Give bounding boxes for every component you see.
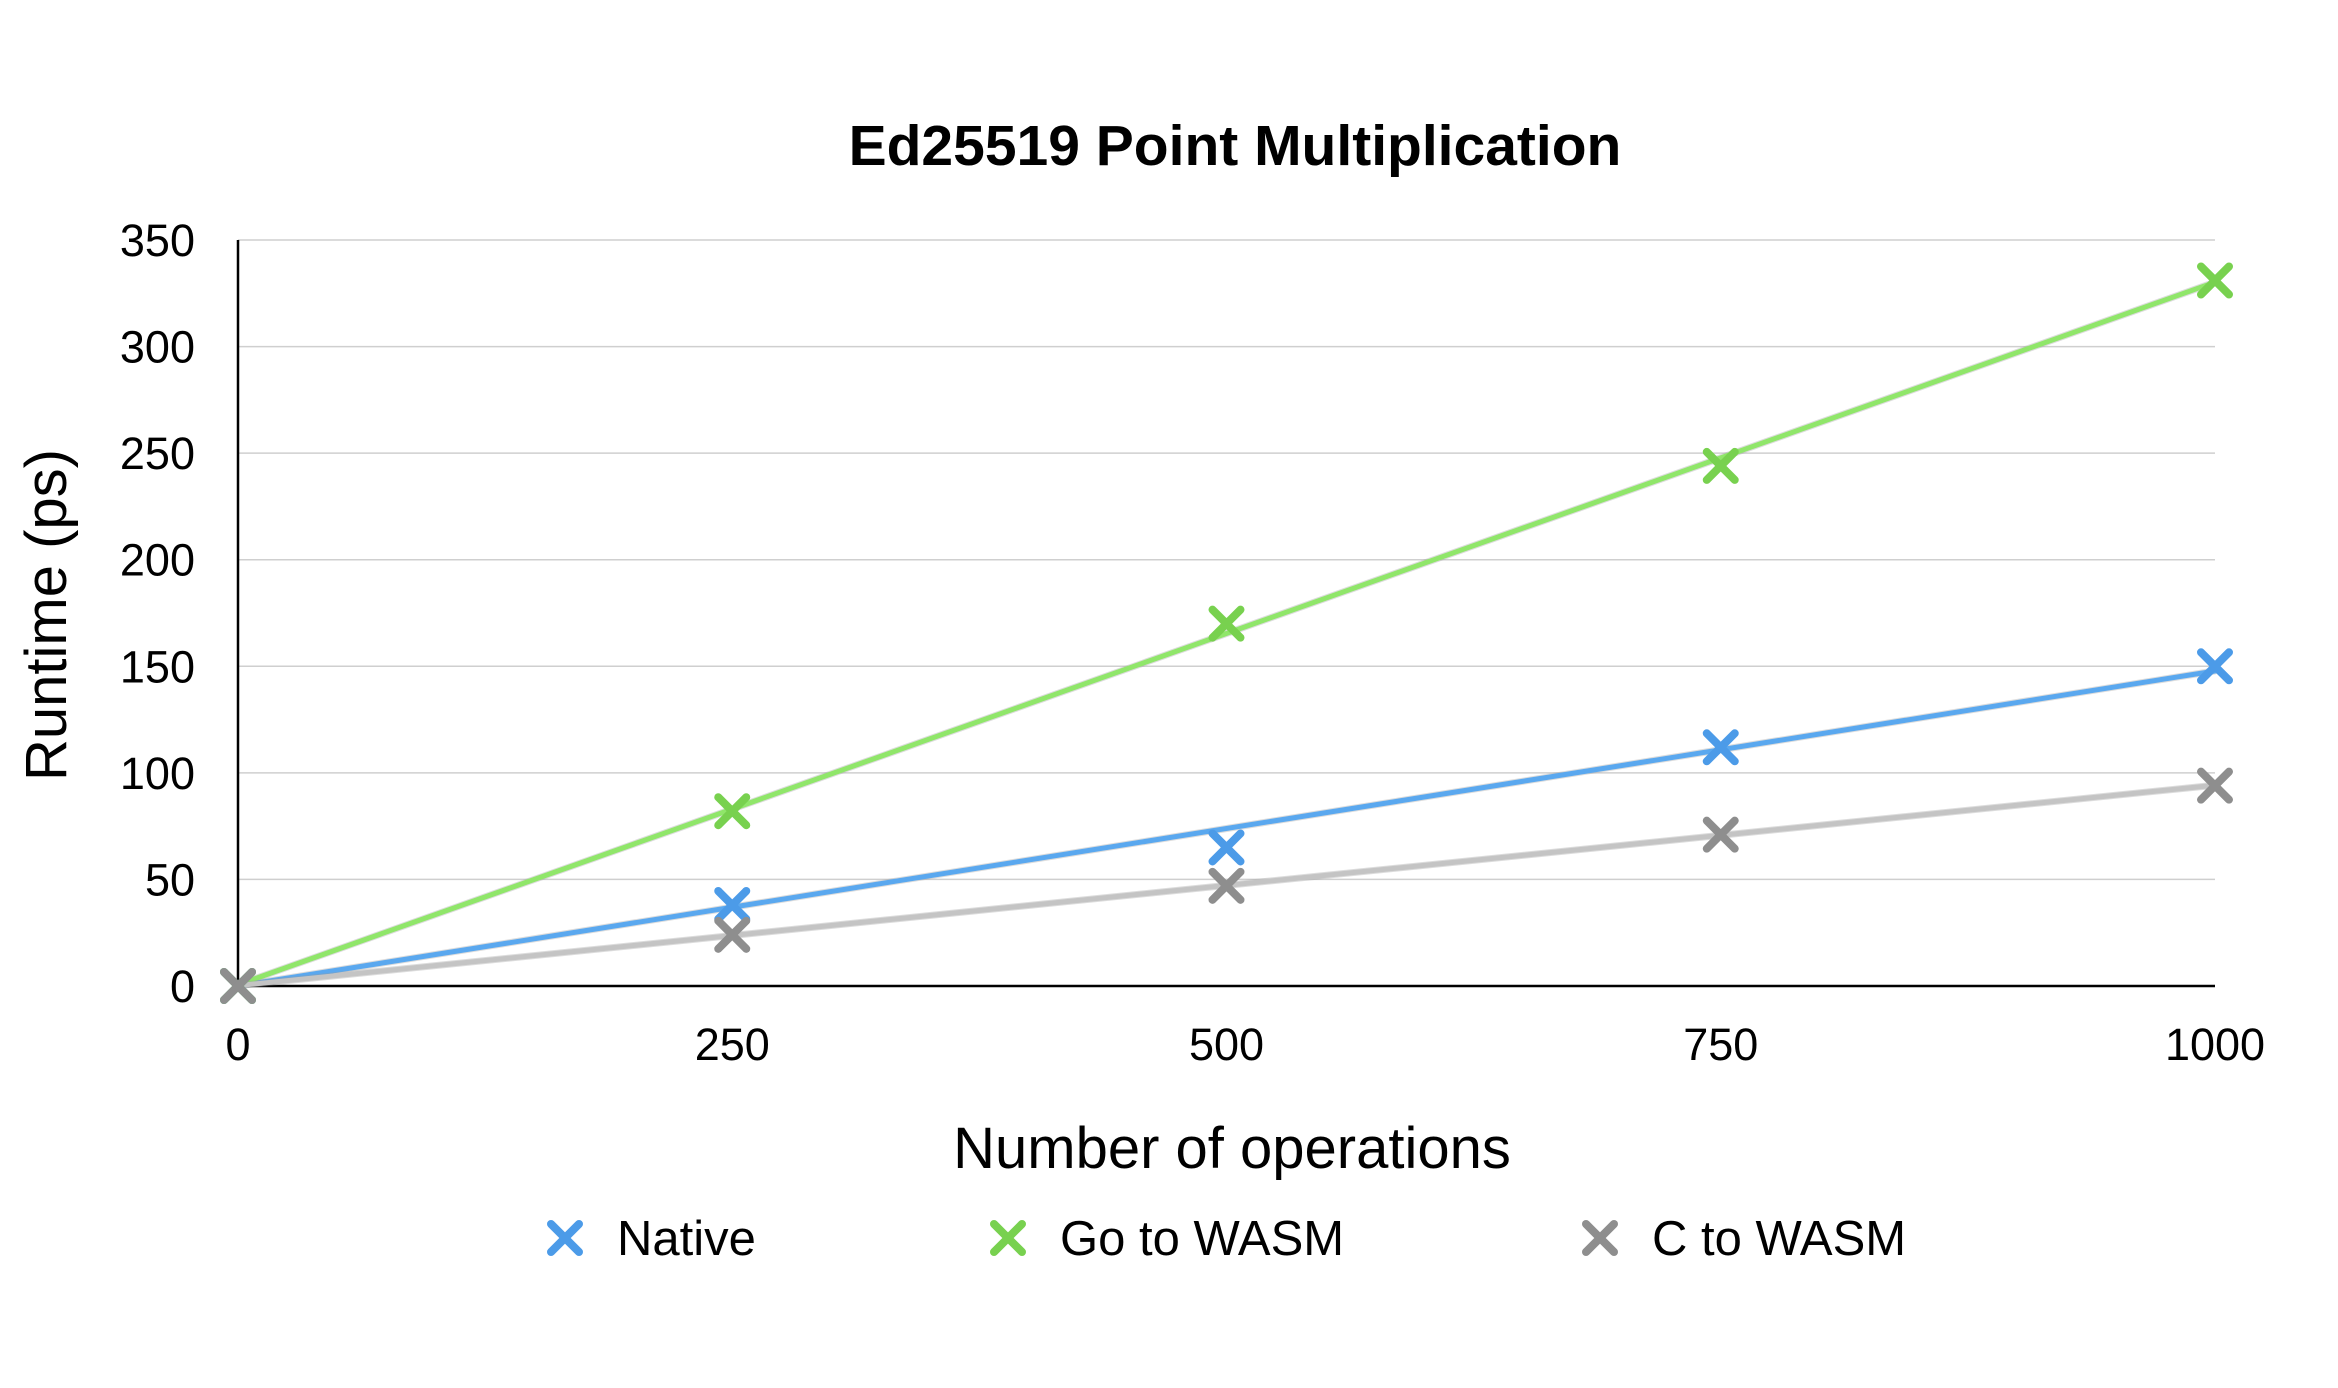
data-points xyxy=(220,262,2233,1004)
legend-item: C to WASM xyxy=(1582,1212,1906,1266)
legend-marker-x-icon xyxy=(547,1220,583,1256)
data-point-go-to-wasm xyxy=(1208,605,1245,642)
legend-item: Go to WASM xyxy=(990,1212,1344,1266)
data-point-c-to-wasm xyxy=(1702,816,1739,853)
legend-label: Go to WASM xyxy=(1060,1212,1344,1266)
x-tick-label: 750 xyxy=(1683,1019,1758,1070)
data-point-go-to-wasm xyxy=(714,793,751,830)
data-point-native xyxy=(1208,829,1245,866)
axes xyxy=(236,240,2215,988)
legend-item: Native xyxy=(547,1212,756,1266)
x-tick-label: 0 xyxy=(225,1019,250,1070)
trendline-native xyxy=(235,668,2218,989)
legend-label: Native xyxy=(617,1212,756,1266)
y-tick-label: 200 xyxy=(120,535,195,586)
gridlines xyxy=(238,239,2215,881)
data-point-c-to-wasm xyxy=(220,968,256,1004)
y-tick-label: 250 xyxy=(120,428,195,479)
legend-marker-x-icon xyxy=(990,1220,1026,1256)
x-tick-label: 500 xyxy=(1189,1019,1264,1070)
x-axis-label: Number of operations xyxy=(953,1116,1511,1181)
data-point-native xyxy=(714,887,751,924)
data-point-native xyxy=(2197,648,2233,685)
legend-label: C to WASM xyxy=(1652,1212,1906,1266)
x-axis-ticks: 0 250 500 750 1000 xyxy=(225,1019,2265,1070)
y-tick-label: 300 xyxy=(120,322,195,373)
data-point-c-to-wasm xyxy=(2197,767,2233,804)
y-tick-label: 0 xyxy=(170,961,195,1012)
legend: Native Go to WASM C to WASM xyxy=(547,1212,1906,1266)
x-tick-label: 1000 xyxy=(2165,1019,2265,1070)
y-axis-ticks: 0 50 100 150 200 250 300 350 xyxy=(120,215,195,1012)
data-point-go-to-wasm xyxy=(1702,447,1739,484)
y-axis-label: Runtime (ps) xyxy=(14,449,79,781)
y-tick-label: 50 xyxy=(145,854,195,905)
x-tick-label: 250 xyxy=(695,1019,770,1070)
legend-marker-x-icon xyxy=(1582,1220,1618,1256)
y-tick-label: 150 xyxy=(120,641,195,692)
data-point-c-to-wasm xyxy=(1208,867,1245,904)
chart-title: Ed25519 Point Multiplication xyxy=(849,114,1622,178)
data-point-go-to-wasm xyxy=(2197,262,2233,299)
data-point-c-to-wasm xyxy=(714,916,751,953)
y-tick-label: 350 xyxy=(120,215,195,266)
y-tick-label: 100 xyxy=(120,748,195,799)
data-point-native xyxy=(1702,729,1739,766)
trendline-go-to-wasm xyxy=(235,279,2218,988)
